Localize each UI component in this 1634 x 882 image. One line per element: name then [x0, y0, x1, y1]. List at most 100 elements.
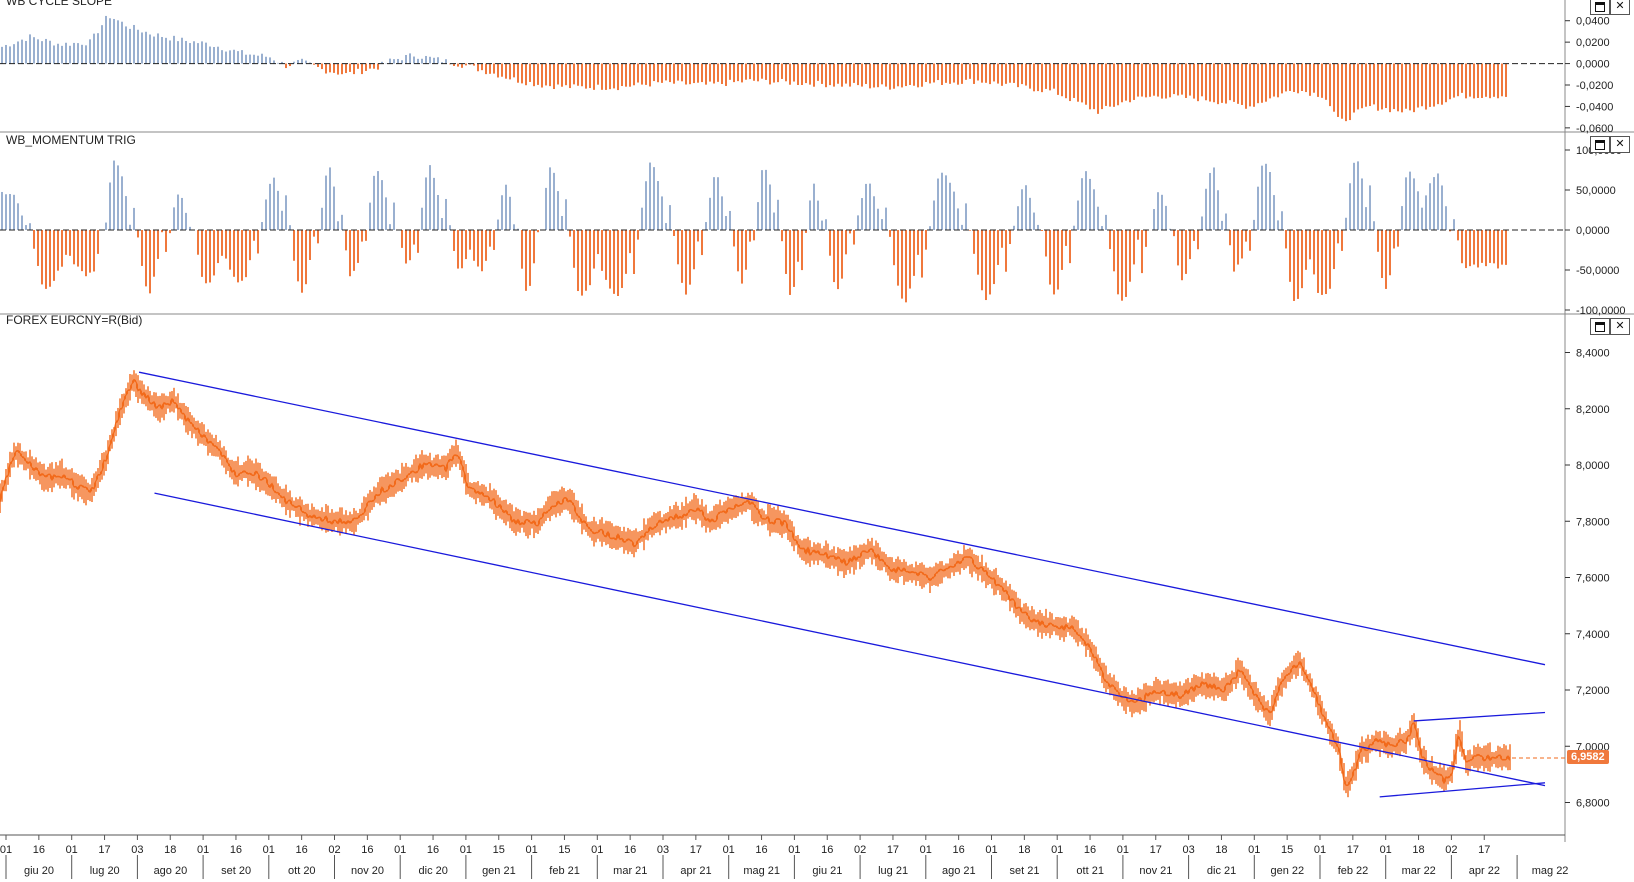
x-tick-label: 17 [1150, 844, 1162, 856]
x-tick-label: 01 [1314, 844, 1326, 856]
momentum-y-tick-label: -50,0000 [1576, 265, 1619, 277]
x-tick-label: 01 [66, 844, 78, 856]
x-month-label: mar 22 [1402, 865, 1436, 877]
x-tick-label: 16 [33, 844, 45, 856]
cycle-slope-y-tick-label: -0,0400 [1576, 101, 1613, 113]
cycle-slope-y-tick-label: 0,0400 [1576, 16, 1610, 28]
x-tick-label: 17 [98, 844, 110, 856]
x-tick-label: 01 [1051, 844, 1063, 856]
maximize-panel-1-icon[interactable] [1590, 0, 1610, 15]
x-tick-label: 02 [328, 844, 340, 856]
x-tick-label: 17 [1478, 844, 1490, 856]
price-y-tick-label: 7,8000 [1576, 516, 1610, 528]
x-tick-label: 18 [1018, 844, 1030, 856]
x-tick-label: 18 [1412, 844, 1424, 856]
x-tick-label: 18 [1215, 844, 1227, 856]
x-tick-label: 01 [197, 844, 209, 856]
x-tick-label: 03 [131, 844, 143, 856]
x-month-label: nov 20 [351, 865, 384, 877]
x-month-label: dic 20 [419, 865, 448, 877]
maximize-panel-2-icon[interactable] [1590, 136, 1610, 153]
price-line [0, 378, 1511, 787]
x-month-label: set 20 [221, 865, 251, 877]
x-month-label: giu 20 [24, 865, 54, 877]
trendline [1379, 782, 1546, 798]
price-y-tick-label: 8,0000 [1576, 460, 1610, 472]
x-tick-label: 15 [493, 844, 505, 856]
x-month-label: mag 21 [743, 865, 780, 877]
x-tick-label: 16 [230, 844, 242, 856]
x-tick-label: 16 [624, 844, 636, 856]
momentum-y-tick-label: 0,0000 [1576, 225, 1610, 237]
x-tick-label: 15 [1281, 844, 1293, 856]
trendline [138, 371, 1546, 666]
momentum-y-tick-label: -100,0000 [1576, 305, 1626, 317]
x-tick-label: 01 [394, 844, 406, 856]
x-month-label: apr 22 [1469, 865, 1500, 877]
momentum-bars [1, 160, 1507, 303]
x-month-label: lug 21 [878, 865, 908, 877]
x-month-label: set 21 [1010, 865, 1040, 877]
last-price-badge: 6,9582 [1567, 750, 1609, 764]
x-month-label: feb 22 [1338, 865, 1369, 877]
x-month-label: giu 21 [812, 865, 842, 877]
x-tick-label: 03 [657, 844, 669, 856]
x-tick-label: 01 [591, 844, 603, 856]
panel-title-price: FOREX EURCNY=R(Bid) [6, 313, 143, 327]
trendline [154, 492, 1546, 787]
x-month-label: dic 21 [1207, 865, 1236, 877]
x-month-label: mar 21 [613, 865, 647, 877]
x-tick-label: 16 [821, 844, 833, 856]
x-tick-label: 03 [1182, 844, 1194, 856]
x-tick-label: 01 [985, 844, 997, 856]
price-y-tick-label: 8,4000 [1576, 348, 1610, 360]
cycle-slope-y-tick-label: -0,0200 [1576, 80, 1613, 92]
x-tick-label: 17 [887, 844, 899, 856]
panel-title-momentum: WB_MOMENTUM TRIG [6, 133, 136, 147]
close-panel-3-icon[interactable] [1610, 318, 1630, 335]
momentum-y-tick-label: 50,0000 [1576, 185, 1616, 197]
x-month-label: ott 20 [288, 865, 316, 877]
price-y-tick-label: 6,8000 [1576, 798, 1610, 810]
close-panel-2-icon[interactable] [1610, 136, 1630, 153]
price-y-tick-label: 8,2000 [1576, 404, 1610, 416]
cycle-slope-y-tick-label: 0,0000 [1576, 59, 1610, 71]
x-tick-label: 01 [788, 844, 800, 856]
x-tick-label: 17 [1347, 844, 1359, 856]
trendline [1413, 711, 1546, 722]
x-tick-label: 16 [755, 844, 767, 856]
price-y-tick-label: 7,2000 [1576, 685, 1610, 697]
x-month-label: gen 22 [1270, 865, 1304, 877]
x-month-label: ott 21 [1076, 865, 1104, 877]
x-tick-label: 16 [427, 844, 439, 856]
x-month-label: ago 20 [154, 865, 188, 877]
x-tick-label: 01 [525, 844, 537, 856]
x-tick-label: 01 [1117, 844, 1129, 856]
price-y-tick-label: 7,4000 [1576, 629, 1610, 641]
x-tick-label: 16 [1084, 844, 1096, 856]
x-month-label: ago 21 [942, 865, 976, 877]
x-month-label: nov 21 [1139, 865, 1172, 877]
x-tick-label: 01 [1380, 844, 1392, 856]
x-tick-label: 01 [1248, 844, 1260, 856]
x-tick-label: 15 [558, 844, 570, 856]
x-month-label: feb 21 [549, 865, 580, 877]
cycle-slope-bars [1, 15, 1507, 122]
x-tick-label: 18 [164, 844, 176, 856]
panel-title-cycle-slope: WB CYCLE SLOPE [6, 0, 113, 8]
maximize-panel-3-icon[interactable] [1590, 318, 1610, 335]
x-tick-label: 17 [690, 844, 702, 856]
x-tick-label: 01 [920, 844, 932, 856]
x-month-label: apr 21 [680, 865, 711, 877]
x-tick-label: 01 [460, 844, 472, 856]
x-tick-label: 16 [296, 844, 308, 856]
close-panel-1-icon[interactable] [1610, 0, 1630, 15]
cycle-slope-y-tick-label: -0,0600 [1576, 123, 1613, 135]
x-month-label: gen 21 [482, 865, 516, 877]
price-y-tick-label: 7,6000 [1576, 573, 1610, 585]
cycle-slope-y-tick-label: 0,0200 [1576, 37, 1610, 49]
x-tick-label: 01 [263, 844, 275, 856]
x-month-label: mag 22 [1532, 865, 1569, 877]
x-tick-label: 02 [1445, 844, 1457, 856]
